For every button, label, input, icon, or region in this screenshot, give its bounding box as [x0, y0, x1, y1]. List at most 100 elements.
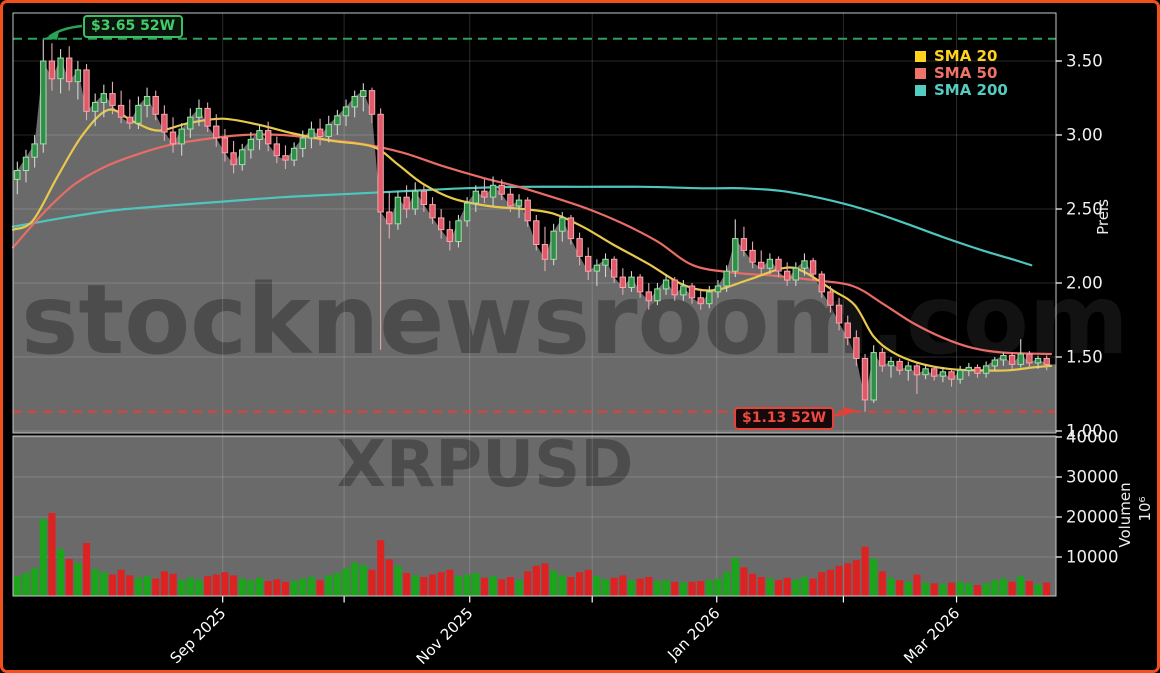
- candle-up: [714, 285, 722, 293]
- candle-down: [896, 360, 903, 371]
- candle-down: [368, 90, 376, 115]
- volume-bar-down: [264, 581, 272, 596]
- candle-up: [706, 291, 713, 305]
- legend-item-sma20: SMA 20: [915, 48, 1008, 64]
- candle-up: [723, 270, 730, 287]
- volume-bar-down: [541, 563, 549, 596]
- volume-bar-up: [705, 580, 713, 596]
- volume-panel-spine: [12, 435, 1057, 597]
- volume-bar-up: [394, 565, 402, 596]
- volume-bar-down: [83, 543, 91, 596]
- x-tick-label: Mar 2026: [900, 604, 963, 667]
- volume-bar-up: [299, 578, 307, 596]
- volume-bar-down: [852, 560, 860, 596]
- volume-bar-down: [749, 573, 757, 596]
- volume-bar-down: [1043, 582, 1051, 596]
- volume-bar-up: [939, 584, 947, 596]
- candle-down: [481, 190, 488, 198]
- candle-up: [654, 288, 661, 302]
- volume-axis-label: Volumen: [1116, 482, 1134, 548]
- high-52w-annotation: $3.65 52W: [83, 15, 184, 38]
- candle-down: [386, 211, 393, 225]
- volume-bar-up: [602, 579, 610, 596]
- x-tick-label: Nov 2025: [413, 604, 477, 668]
- candle-up: [1000, 355, 1007, 361]
- candle-up: [870, 352, 877, 401]
- candle-up: [957, 369, 964, 380]
- candle-up: [905, 365, 912, 371]
- candle-up: [939, 371, 947, 377]
- candle-down: [109, 93, 116, 106]
- candle-up: [31, 143, 38, 158]
- volume-tick-label: 40000: [1066, 428, 1119, 447]
- volume-bar-down: [818, 572, 826, 596]
- volume-bar-up: [100, 572, 108, 596]
- volume-bar-down: [117, 569, 125, 596]
- candle-down: [775, 258, 782, 272]
- candle-up: [463, 202, 471, 222]
- volume-bar-up: [991, 580, 999, 596]
- volume-bar-up: [307, 577, 315, 596]
- volume-bar-down: [619, 575, 627, 596]
- volume-bar-down: [930, 583, 938, 596]
- volume-bar-up: [662, 580, 670, 596]
- volume-bar-up: [31, 568, 39, 596]
- candle-up: [290, 147, 298, 161]
- candle-down: [265, 130, 272, 145]
- volume-bar-up: [195, 579, 203, 596]
- x-tick-label: Sep 2025: [166, 604, 229, 667]
- candle-down: [1008, 355, 1016, 365]
- candle-up: [394, 196, 402, 225]
- volume-bar-down: [948, 582, 956, 596]
- candle-up: [351, 96, 358, 108]
- volume-bar-down: [108, 574, 116, 596]
- candle-down: [446, 229, 454, 242]
- candle-up: [256, 130, 263, 140]
- sma200-swatch-icon: [915, 84, 926, 96]
- candle-down: [1026, 353, 1033, 364]
- volume-bar-down: [480, 577, 488, 596]
- candle-down: [152, 96, 159, 115]
- candle-up: [559, 217, 566, 232]
- candle-down: [169, 131, 177, 145]
- candle-up: [922, 368, 929, 376]
- sma200-label: SMA 200: [934, 81, 1008, 99]
- candle-down: [567, 217, 575, 240]
- volume-bar-down: [1025, 581, 1033, 596]
- volume-bar-up: [342, 568, 350, 596]
- candle-up: [412, 190, 419, 210]
- volume-bar-down: [1008, 581, 1016, 596]
- candle-up: [662, 279, 670, 290]
- candle-up: [593, 264, 601, 272]
- candle-up: [455, 220, 462, 243]
- volume-bar-down: [809, 578, 817, 596]
- candle-up: [334, 115, 341, 126]
- low-52w-annotation: $1.13 52W: [734, 407, 835, 430]
- volume-bar-up: [134, 577, 142, 596]
- volume-bar-down: [878, 571, 886, 596]
- volume-bar-up: [558, 575, 566, 596]
- candle-up: [325, 124, 332, 137]
- volume-bar-up: [956, 581, 964, 596]
- volume-bar-up: [333, 573, 341, 596]
- legend-item-sma50: SMA 50: [915, 65, 1008, 81]
- volume-bar-down: [204, 576, 212, 596]
- price-tick-label: 2.50: [1066, 200, 1103, 219]
- volume-bar-up: [256, 577, 264, 596]
- volume-bar-down: [576, 572, 584, 596]
- volume-bar-up: [13, 576, 21, 596]
- volume-bar-up: [593, 576, 601, 596]
- volume-bar-down: [429, 574, 437, 596]
- volume-bar-down: [697, 581, 705, 596]
- volume-bar-down: [377, 540, 385, 596]
- price-panel-spine: [12, 12, 1057, 434]
- candle-down: [161, 113, 168, 133]
- candle-up: [74, 69, 82, 83]
- candle-down: [974, 366, 981, 374]
- volume-axis-unit: 10⁶: [1136, 496, 1154, 522]
- volume-bar-down: [420, 577, 428, 596]
- candle-up: [550, 230, 557, 260]
- volume-bar-down: [437, 572, 445, 596]
- candle-up: [360, 90, 367, 97]
- sma50-label: SMA 50: [934, 64, 998, 82]
